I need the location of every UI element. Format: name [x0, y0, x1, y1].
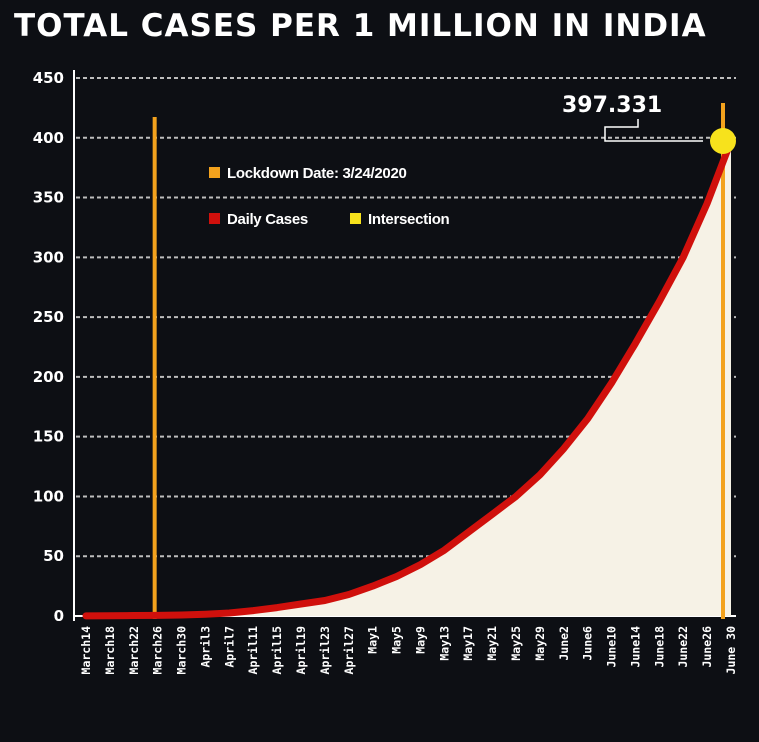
x-tick-label: June26: [700, 626, 714, 668]
x-tick-label: June18: [652, 626, 666, 668]
x-tick-label: May29: [533, 626, 547, 661]
legend-swatch-intersection: [350, 213, 361, 224]
x-tick-label: March22: [127, 626, 141, 674]
x-tick-label: June6: [581, 626, 595, 661]
x-tick-label: April23: [318, 626, 332, 675]
series-line-daily-cases: [82, 137, 735, 620]
y-tick-label-200: 200: [33, 368, 64, 386]
y-tick-label-400: 400: [33, 129, 64, 147]
area-fill: [86, 141, 731, 616]
x-tick-label: May13: [437, 626, 451, 661]
y-tick-label-50: 50: [43, 547, 64, 565]
x-tick-label: April27: [342, 626, 356, 675]
y-tick-label-450: 450: [33, 69, 64, 87]
legend-label-lockdown: Lockdown Date: 3/24/2020: [227, 165, 407, 182]
chart-title: TOTAL CASES PER 1 MILLION IN INDIA: [14, 8, 707, 44]
legend-swatch-daily-cases: [209, 213, 220, 224]
x-tick-label: June22: [676, 626, 690, 668]
legend-label-daily-cases: Daily Cases: [227, 211, 308, 228]
x-tick-label: April19: [294, 626, 308, 675]
y-tick-label-150: 150: [33, 428, 64, 446]
y-tick-label-350: 350: [33, 189, 64, 207]
legend-label-intersection: Intersection: [368, 211, 450, 228]
y-tick-label-300: 300: [33, 248, 64, 266]
x-tick-label: May9: [413, 626, 427, 654]
x-tick-label: May5: [390, 626, 404, 654]
x-tick-label: April7: [222, 626, 236, 668]
x-tick-label: May1: [366, 626, 380, 654]
legend-swatch-lockdown: [209, 167, 220, 178]
x-tick-label: April3: [198, 626, 212, 668]
x-tick-label: May21: [485, 626, 499, 661]
x-tick-label: June10: [605, 626, 619, 668]
x-tick-label: March18: [103, 626, 117, 675]
x-tick-label: April11: [246, 626, 260, 675]
callout-connector: [604, 118, 703, 142]
x-tick-label: June14: [628, 626, 642, 668]
intersection-value-label: 397.331: [562, 93, 662, 118]
x-tick-label: May25: [509, 626, 523, 661]
x-tick-label: June2: [557, 626, 571, 661]
x-tick-label: March26: [151, 626, 165, 675]
x-tick-label: April15: [270, 626, 284, 675]
x-tick-label: May17: [461, 626, 475, 661]
x-tick-label: June 30: [724, 626, 738, 675]
intersection-point: [710, 127, 736, 154]
x-tick-label: March30: [175, 626, 189, 675]
y-tick-label-100: 100: [33, 487, 64, 505]
x-tick-label: March14: [79, 626, 93, 675]
y-tick-label-0: 0: [54, 607, 64, 625]
y-tick-label-250: 250: [33, 308, 64, 326]
